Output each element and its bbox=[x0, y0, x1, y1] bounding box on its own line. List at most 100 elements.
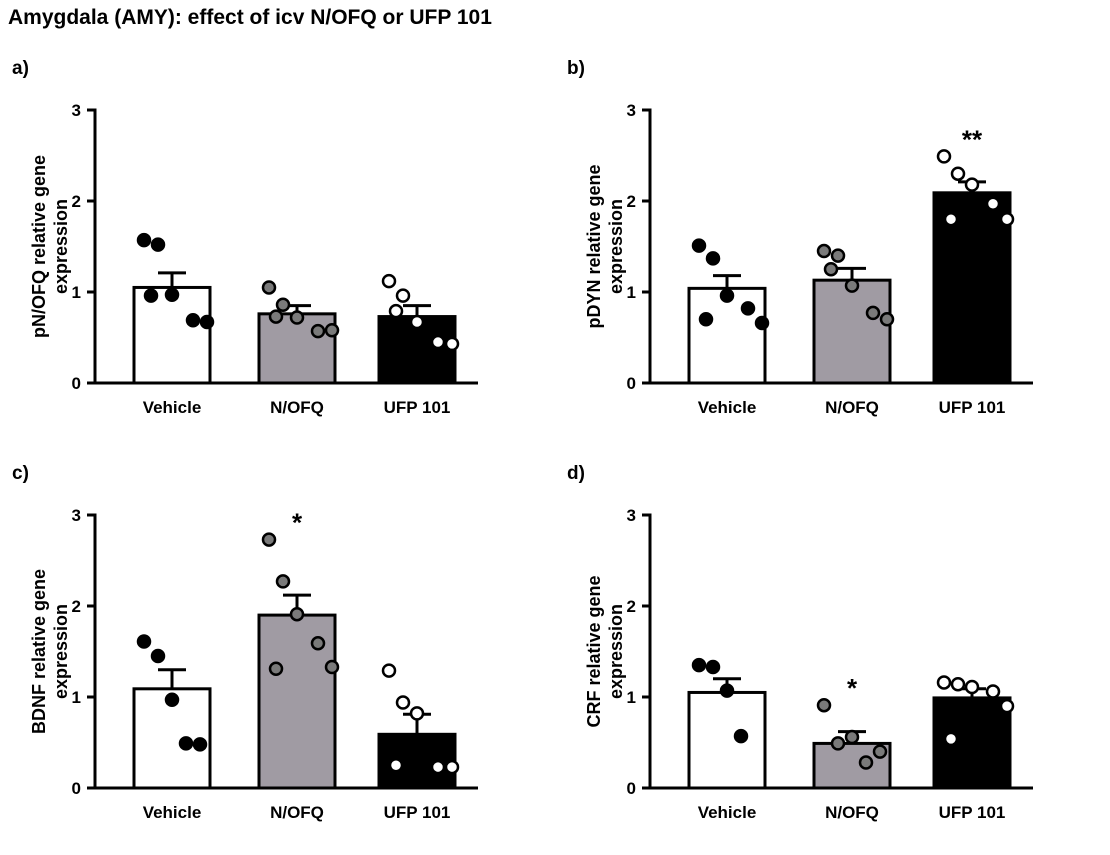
data-point bbox=[719, 683, 735, 698]
data-point bbox=[261, 532, 277, 547]
data-point bbox=[865, 305, 881, 321]
data-point bbox=[381, 273, 397, 289]
data-point bbox=[943, 211, 959, 227]
data-point bbox=[823, 262, 839, 277]
panel-label: c) bbox=[12, 463, 29, 484]
y-axis-label: CRF relative gene expression bbox=[584, 575, 626, 727]
significance-marker: ** bbox=[962, 124, 983, 154]
x-tick-label: Vehicle bbox=[698, 803, 757, 822]
x-tick-label: UFP 101 bbox=[939, 803, 1006, 822]
y-tick-label: 0 bbox=[627, 779, 636, 798]
significance-marker: * bbox=[292, 508, 303, 538]
y-tick-label: 3 bbox=[627, 101, 636, 120]
data-point bbox=[964, 177, 980, 192]
y-axis-label-line: expression bbox=[606, 604, 626, 699]
data-point bbox=[324, 659, 340, 675]
data-point bbox=[388, 758, 404, 773]
data-point bbox=[444, 759, 460, 775]
data-point bbox=[268, 309, 284, 324]
panel-d: d) CRF relative gene expression 0 1 2 3 Vehicl… bbox=[555, 455, 1095, 855]
data-point bbox=[444, 336, 460, 352]
significance-marker: * bbox=[847, 673, 858, 703]
panel-label: d) bbox=[567, 463, 585, 484]
data-point bbox=[879, 312, 895, 327]
panel-label: a) bbox=[12, 58, 29, 79]
data-point bbox=[698, 312, 714, 327]
x-tick-label: N/OFQ bbox=[270, 398, 324, 417]
data-point bbox=[719, 288, 735, 303]
data-point bbox=[289, 310, 305, 325]
data-point bbox=[936, 675, 952, 690]
data-point bbox=[409, 314, 425, 330]
data-point bbox=[999, 211, 1015, 227]
y-axis-label: pN/OFQ relative gene expression bbox=[29, 155, 71, 338]
data-point bbox=[858, 755, 874, 770]
figure-title: Amygdala (AMY): effect of icv N/OFQ or U… bbox=[8, 6, 492, 29]
data-point bbox=[830, 248, 846, 263]
data-point bbox=[830, 736, 846, 751]
data-point bbox=[691, 238, 707, 253]
y-tick-label: 1 bbox=[72, 688, 81, 707]
data-point bbox=[430, 334, 446, 350]
data-point bbox=[844, 729, 860, 745]
data-point bbox=[816, 243, 832, 259]
y-axis-label-line: pN/OFQ relative gene bbox=[29, 155, 49, 338]
bar-vehicle bbox=[687, 690, 767, 790]
x-tick-label: Vehicle bbox=[698, 398, 757, 417]
data-point bbox=[754, 315, 770, 331]
data-point bbox=[150, 237, 166, 252]
x-tick-label: UFP 101 bbox=[384, 398, 451, 417]
x-tick-label: UFP 101 bbox=[939, 398, 1006, 417]
y-tick-label: 2 bbox=[627, 192, 636, 211]
data-point bbox=[310, 323, 326, 339]
y-tick-label: 0 bbox=[72, 779, 81, 798]
y-tick-label: 0 bbox=[627, 374, 636, 393]
chart-crf: CRF relative gene expression 0 1 2 3 Vehicle * N… bbox=[584, 506, 1033, 822]
bar-n-ofq bbox=[812, 278, 892, 385]
data-point bbox=[381, 663, 397, 678]
data-point bbox=[999, 698, 1015, 714]
data-point bbox=[388, 303, 404, 319]
data-point bbox=[872, 744, 888, 759]
data-point bbox=[178, 736, 194, 751]
y-tick-label: 2 bbox=[627, 597, 636, 616]
data-point bbox=[185, 312, 201, 328]
data-point bbox=[136, 634, 152, 649]
data-point bbox=[816, 697, 832, 713]
y-tick-label: 1 bbox=[627, 688, 636, 707]
panel-c: c) BDNF relative gene expression 0 1 2 3 Vehic… bbox=[0, 455, 540, 855]
data-point bbox=[943, 731, 959, 747]
data-point bbox=[395, 695, 411, 710]
data-point bbox=[275, 297, 291, 312]
y-tick-label: 3 bbox=[72, 506, 81, 525]
y-axis-label-line: expression bbox=[606, 199, 626, 294]
y-tick-label: 3 bbox=[72, 101, 81, 120]
data-point bbox=[289, 606, 305, 622]
x-tick-label: N/OFQ bbox=[270, 803, 324, 822]
data-point bbox=[150, 648, 166, 664]
y-tick-label: 2 bbox=[72, 192, 81, 211]
data-point bbox=[844, 278, 860, 293]
data-point bbox=[136, 232, 152, 248]
x-tick-label: UFP 101 bbox=[384, 803, 451, 822]
panel-b: b) pDYN relative gene expression 0 1 2 3 Vehic… bbox=[555, 50, 1095, 450]
data-point bbox=[985, 196, 1001, 211]
panel-a: a) pN/OFQ relative gene expression 0 1 2 3 Veh… bbox=[0, 50, 540, 450]
x-tick-label: Vehicle bbox=[143, 803, 202, 822]
data-point bbox=[192, 737, 208, 752]
data-point bbox=[261, 280, 277, 295]
data-point bbox=[740, 301, 756, 316]
y-tick-label: 0 bbox=[72, 374, 81, 393]
chart-bdnf: BDNF relative gene expression 0 1 2 3 Vehicle *… bbox=[29, 506, 478, 822]
data-point bbox=[409, 706, 425, 721]
data-point bbox=[950, 166, 966, 181]
data-point bbox=[705, 251, 721, 266]
y-tick-label: 1 bbox=[72, 283, 81, 302]
data-point bbox=[268, 661, 284, 677]
data-point bbox=[430, 759, 446, 775]
data-point bbox=[733, 728, 749, 744]
chart-pnofq: pN/OFQ relative gene expression 0 1 2 3 Vehicl… bbox=[29, 101, 478, 417]
data-point bbox=[395, 288, 411, 303]
panel-label: b) bbox=[567, 58, 585, 79]
data-point bbox=[936, 149, 952, 164]
